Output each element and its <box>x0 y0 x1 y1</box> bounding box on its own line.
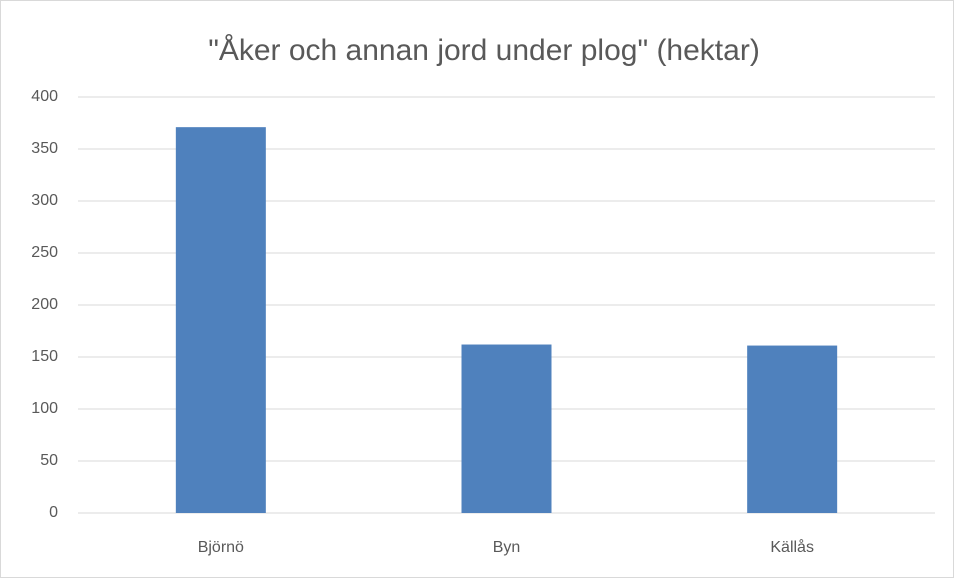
y-tick-label: 0 <box>49 504 58 521</box>
x-tick-label: Byn <box>493 539 521 556</box>
bar <box>175 127 266 513</box>
chart-title: "Åker och annan jord under plog" (hektar… <box>208 34 760 67</box>
bar <box>461 344 552 513</box>
x-tick-label: Källås <box>770 538 814 556</box>
y-tick-label: 350 <box>31 140 58 157</box>
y-tick-label: 50 <box>40 452 58 469</box>
y-tick-label: 300 <box>31 192 58 209</box>
y-tick-label: 100 <box>31 400 58 417</box>
y-tick-label: 200 <box>31 296 58 313</box>
x-tick-label: Björnö <box>198 539 244 556</box>
y-tick-label: 150 <box>31 348 58 365</box>
y-tick-label: 400 <box>31 88 58 105</box>
y-tick-label: 250 <box>31 244 58 261</box>
bar <box>747 345 838 513</box>
